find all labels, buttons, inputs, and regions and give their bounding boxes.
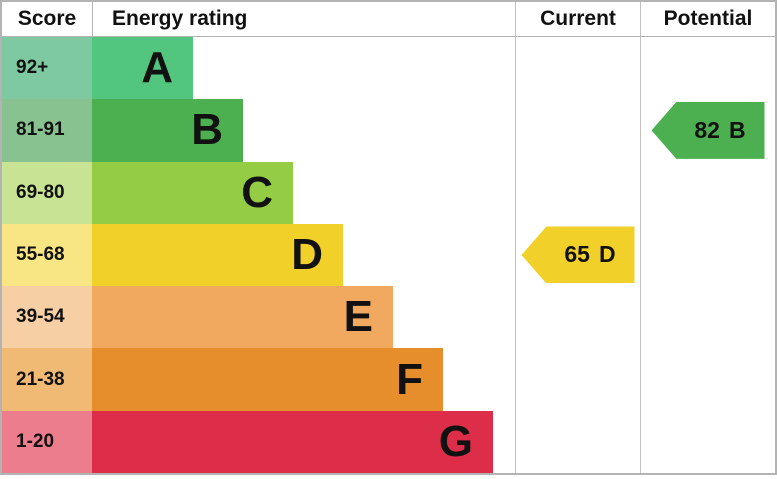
current-cell: [515, 161, 640, 224]
rating-bar: G: [92, 410, 493, 473]
band-row-a: 92+ A: [2, 37, 775, 100]
current-column-header: Current: [515, 2, 640, 36]
grade-letter: G: [438, 416, 473, 466]
table-header: Score Energy rating Current Potential: [2, 2, 775, 37]
band-row-d: 55-68 D 65 D: [2, 223, 775, 287]
potential-cell: [640, 161, 775, 224]
bar-area: C: [92, 161, 515, 224]
potential-cell: [640, 410, 775, 473]
grade-letter: C: [241, 167, 273, 217]
band-row-b: 81-91 B 82 B: [2, 99, 775, 162]
bar-area: B: [92, 99, 515, 162]
bar-area: F: [92, 348, 515, 411]
energy-rating-column-header: Energy rating: [112, 7, 248, 30]
rating-bar: A: [92, 37, 193, 100]
rating-bar: D: [92, 223, 343, 287]
band-row-f: 21-38 F: [2, 348, 775, 411]
rating-bar: F: [92, 348, 443, 411]
current-cell: 65 D: [515, 223, 640, 287]
score-column-header: Score: [2, 2, 93, 36]
band-row-c: 69-80 C: [2, 161, 775, 224]
current-cell: [515, 348, 640, 411]
current-arrow: 65 D: [521, 226, 635, 284]
score-cell: 81-91: [2, 99, 92, 162]
potential-grade: B: [728, 116, 746, 143]
potential-value: 82: [694, 116, 720, 143]
score-cell: 55-68: [2, 223, 92, 287]
band-row-g: 1-20 G: [2, 410, 775, 473]
potential-column-header: Potential: [640, 2, 775, 36]
potential-cell: 82 B: [640, 99, 775, 162]
score-cell: 21-38: [2, 348, 92, 411]
score-cell: 39-54: [2, 286, 92, 349]
current-value: 65: [564, 241, 590, 268]
rating-bar: C: [92, 161, 293, 224]
current-cell: [515, 286, 640, 349]
current-cell: [515, 99, 640, 162]
bar-area: A: [92, 37, 515, 100]
score-cell: 69-80: [2, 161, 92, 224]
score-cell: 92+: [2, 37, 92, 100]
grade-letter: D: [291, 229, 323, 279]
current-grade: D: [598, 241, 616, 268]
current-cell: [515, 410, 640, 473]
rating-bar: B: [92, 99, 243, 162]
potential-cell: [640, 37, 775, 100]
potential-cell: [640, 348, 775, 411]
bar-area: D: [92, 223, 515, 287]
current-cell: [515, 37, 640, 100]
potential-cell: [640, 286, 775, 349]
bar-area: E: [92, 286, 515, 349]
potential-arrow: 82 B: [651, 101, 765, 159]
grade-letter: A: [141, 43, 173, 93]
band-row-e: 39-54 E: [2, 286, 775, 349]
grade-letter: F: [396, 354, 423, 404]
grade-letter: E: [343, 292, 373, 342]
grade-letter: B: [191, 105, 223, 155]
potential-cell: [640, 223, 775, 287]
bar-area: G: [92, 410, 515, 473]
score-cell: 1-20: [2, 410, 92, 473]
rating-bar: E: [92, 286, 393, 349]
